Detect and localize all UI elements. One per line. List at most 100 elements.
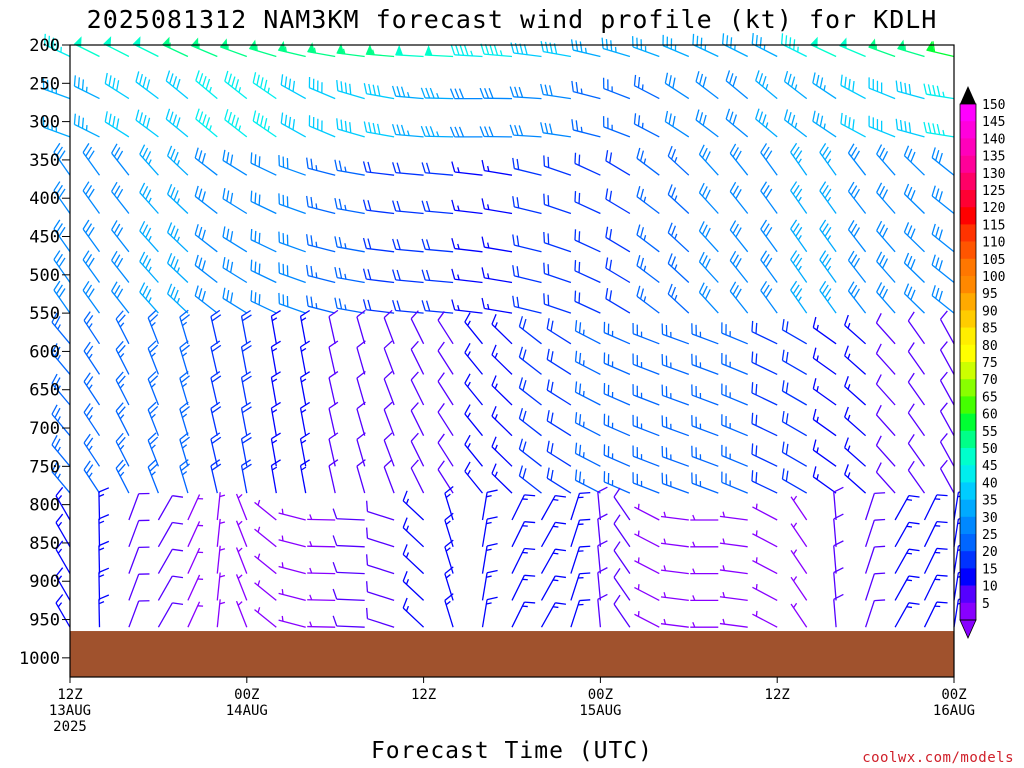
wind-barb bbox=[392, 269, 424, 284]
barb-full bbox=[142, 114, 147, 126]
barb-half bbox=[219, 494, 226, 498]
barb-full bbox=[226, 228, 230, 240]
barb-full bbox=[665, 474, 668, 486]
barb-full bbox=[632, 445, 634, 457]
barb-full bbox=[254, 230, 257, 242]
barb-staff bbox=[437, 350, 454, 375]
barb-staff bbox=[82, 259, 101, 283]
colorbar-tick-label: 140 bbox=[982, 132, 1005, 147]
barb-half bbox=[176, 236, 180, 243]
barb-half bbox=[522, 498, 528, 501]
barb-half bbox=[582, 421, 585, 428]
wind-barb bbox=[512, 234, 542, 253]
barb-full bbox=[578, 414, 582, 425]
barb-full bbox=[875, 404, 882, 416]
barb-staff bbox=[782, 329, 808, 345]
colorbar-tick-label: 40 bbox=[982, 476, 998, 491]
barb-half bbox=[405, 552, 410, 558]
barb-full bbox=[51, 119, 53, 131]
barb-staff bbox=[847, 259, 867, 283]
barb-staff bbox=[222, 267, 248, 284]
barb-full bbox=[116, 257, 124, 268]
y-tick-label: 1000 bbox=[19, 649, 60, 669]
barb-half bbox=[670, 423, 672, 430]
barb-staff bbox=[613, 523, 631, 548]
barb-half bbox=[315, 241, 318, 248]
wind-barb bbox=[923, 547, 948, 574]
x-tick-label: 14AUG bbox=[226, 703, 268, 719]
barb-full bbox=[691, 323, 693, 335]
wind-barb bbox=[812, 466, 837, 494]
barb-half bbox=[467, 443, 471, 449]
barb-staff bbox=[395, 171, 424, 176]
barb-staff bbox=[299, 377, 307, 406]
wind-barb bbox=[597, 540, 608, 574]
barb-full bbox=[368, 83, 372, 95]
wind-barb bbox=[543, 293, 572, 314]
wind-barb bbox=[179, 370, 190, 406]
barb-staff bbox=[755, 118, 778, 138]
colorbar-tick-label: 20 bbox=[982, 545, 998, 560]
barb-half bbox=[470, 50, 474, 57]
wind-barb bbox=[307, 42, 336, 58]
barb-full bbox=[356, 432, 366, 440]
wind-barb bbox=[98, 487, 110, 521]
barb-full bbox=[85, 184, 93, 195]
wind-barb bbox=[847, 220, 867, 253]
barb-full bbox=[812, 466, 817, 477]
barb-staff bbox=[366, 93, 395, 100]
barb-staff bbox=[603, 423, 631, 437]
barb-full bbox=[491, 436, 497, 447]
wind-barb bbox=[833, 567, 844, 601]
barb-full bbox=[284, 114, 288, 126]
barb-full bbox=[53, 219, 61, 230]
barb-full bbox=[755, 414, 758, 426]
barb-full bbox=[54, 438, 61, 449]
barb-half bbox=[494, 322, 498, 328]
barb-staff bbox=[115, 349, 130, 375]
barb-half bbox=[197, 551, 204, 554]
barb-half bbox=[445, 547, 451, 552]
barb-full bbox=[450, 44, 456, 55]
barb-full bbox=[632, 353, 634, 365]
wind-barb bbox=[336, 118, 365, 138]
barb-full bbox=[636, 285, 641, 297]
wind-barb bbox=[464, 373, 484, 406]
colorbar-tick-label: 75 bbox=[982, 356, 998, 371]
barb-half bbox=[643, 265, 647, 272]
barb-full bbox=[544, 41, 549, 53]
barb-half bbox=[644, 46, 647, 52]
barb-staff bbox=[51, 413, 71, 437]
barb-full bbox=[910, 259, 916, 270]
barb-staff bbox=[222, 297, 248, 314]
barb-half bbox=[98, 601, 105, 605]
barb-full bbox=[201, 290, 206, 302]
barb-staff bbox=[634, 586, 660, 601]
barb-full bbox=[113, 254, 121, 265]
barb-staff bbox=[395, 279, 424, 284]
barb-staff bbox=[662, 45, 690, 58]
wind-barb bbox=[270, 432, 281, 467]
barb-full bbox=[940, 402, 948, 412]
barb-full bbox=[85, 253, 93, 264]
barb-staff bbox=[111, 260, 130, 283]
barb-pennant bbox=[190, 37, 199, 49]
barb-full bbox=[98, 513, 110, 520]
barb-staff bbox=[721, 455, 748, 467]
barb-half bbox=[257, 553, 261, 560]
colorbar-tick-label: 90 bbox=[982, 304, 998, 319]
barb-full bbox=[252, 72, 257, 83]
barb-full bbox=[761, 75, 767, 87]
barb-full bbox=[661, 384, 664, 396]
barb-staff bbox=[782, 451, 808, 467]
barb-staff bbox=[751, 331, 778, 345]
barb-full bbox=[785, 443, 789, 455]
barb-full bbox=[410, 402, 419, 412]
barb-staff bbox=[907, 412, 926, 437]
barb-full bbox=[145, 227, 152, 238]
barb-full bbox=[51, 461, 58, 472]
barb-full bbox=[396, 300, 401, 312]
barb-staff bbox=[698, 192, 719, 214]
wind-barb bbox=[875, 374, 896, 406]
barb-full bbox=[555, 575, 567, 579]
